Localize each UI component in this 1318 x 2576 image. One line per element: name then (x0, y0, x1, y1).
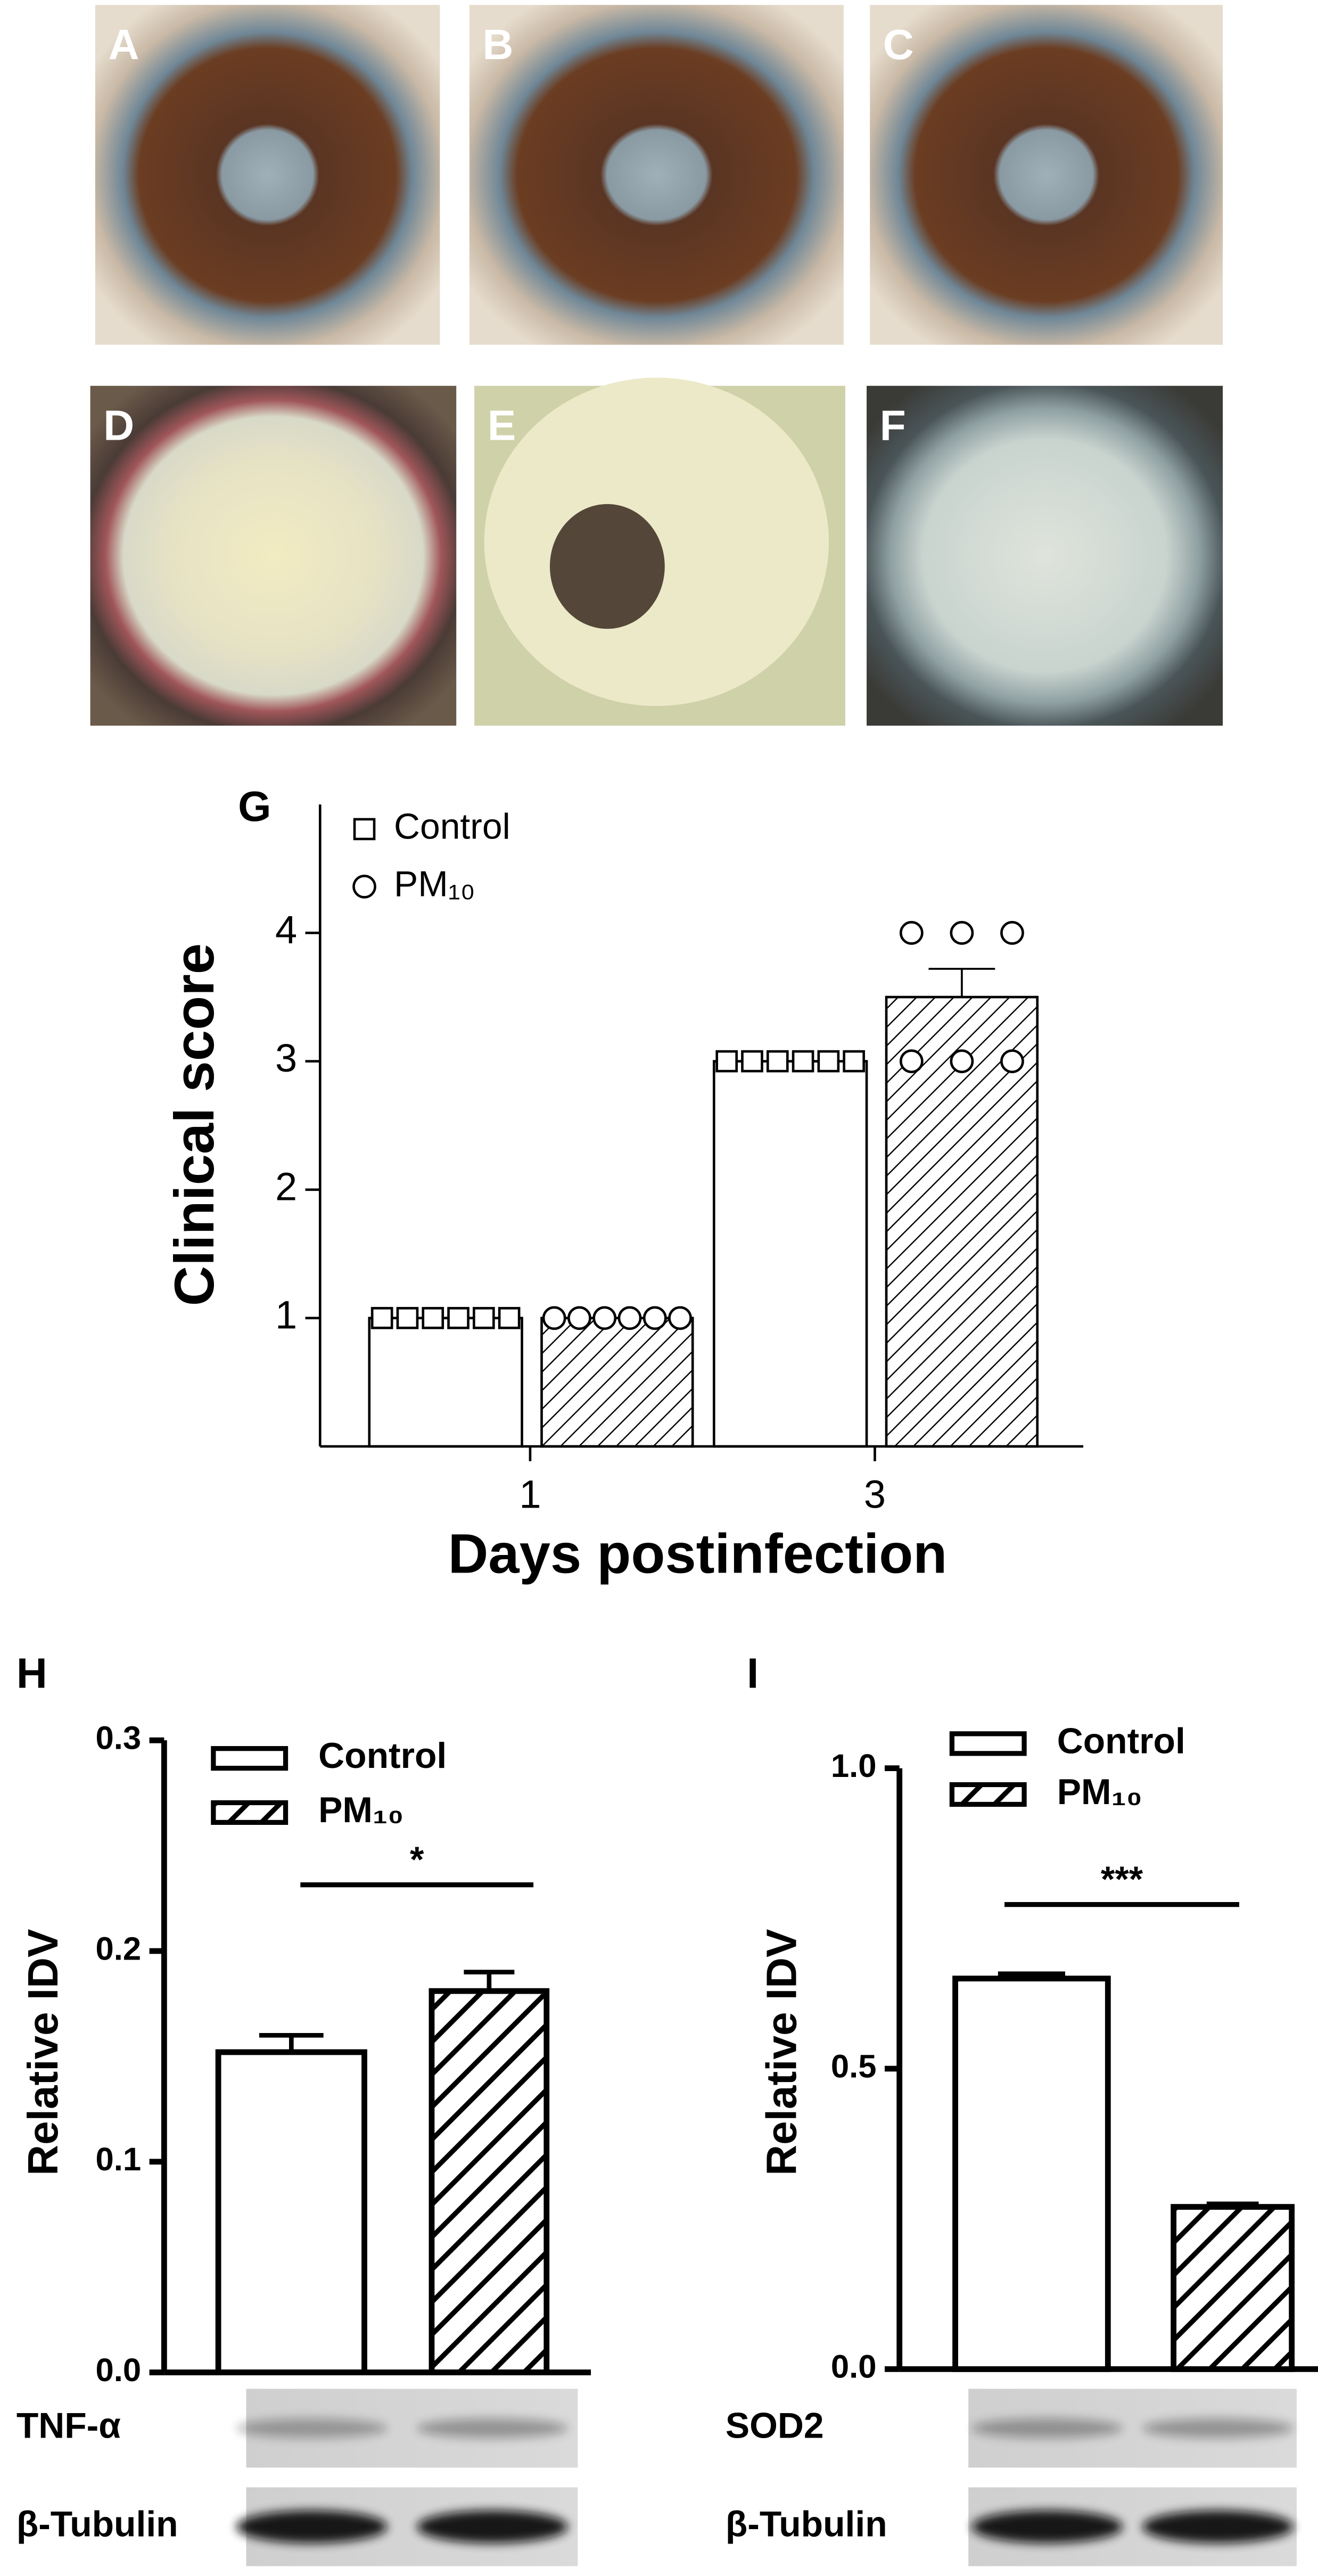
blot-band (236, 2418, 388, 2438)
eye-photo (867, 385, 1223, 726)
y-tick-label: 0.3 (95, 1719, 141, 1756)
bar (368, 1316, 523, 1448)
panel-title: H (17, 1649, 47, 1697)
blot-band (417, 2510, 568, 2544)
data-point (899, 921, 924, 945)
bar (712, 1060, 868, 1448)
data-point (396, 1307, 419, 1329)
eye-photo-detail (549, 504, 665, 629)
data-point (741, 1050, 763, 1073)
legend-label: PM₁₀ (318, 1790, 403, 1830)
data-point (899, 1049, 924, 1073)
data-point (642, 1306, 667, 1330)
panel-title: G (238, 782, 271, 830)
data-point (843, 1050, 865, 1073)
data-point (447, 1307, 469, 1329)
data-point (668, 1306, 692, 1330)
x-tick-label: 3 (864, 1472, 886, 1516)
bar (215, 2049, 367, 2375)
y-axis-label: Clinical score (163, 943, 226, 1306)
photo-label: D (103, 401, 134, 449)
blot-label: β-Tubulin (726, 2504, 887, 2544)
y-tick-label: 2 (275, 1164, 297, 1208)
eye-photo (95, 5, 440, 345)
photo-panels: A B C D E F (90, 5, 1223, 726)
blot-band (1142, 2510, 1294, 2544)
photo-label: F (880, 401, 906, 449)
legend-swatch (211, 1800, 289, 1825)
legend-label: Control (318, 1736, 447, 1776)
legend-label: Control (394, 806, 510, 846)
bar (540, 1316, 694, 1448)
panel-title: I (747, 1649, 759, 1697)
x-axis-label: Days postinfection (448, 1523, 948, 1585)
bar (1171, 2204, 1295, 2372)
photo-label: C (883, 20, 914, 68)
y-tick-label: 0.1 (95, 2141, 141, 2178)
y-tick-label: 3 (275, 1036, 297, 1080)
data-point (766, 1050, 789, 1073)
blot-band (236, 2510, 388, 2544)
y-tick-label: 0.0 (831, 2349, 877, 2385)
data-point (950, 1049, 974, 1073)
data-point (542, 1306, 566, 1330)
photo-label: A (109, 20, 139, 68)
data-point (473, 1307, 495, 1329)
legend-label: Control (1057, 1721, 1185, 1761)
data-point (422, 1307, 444, 1329)
data-point (792, 1050, 814, 1073)
blot-band (971, 2510, 1123, 2544)
data-point (567, 1306, 591, 1330)
legend-marker (352, 875, 376, 899)
significance-label: *** (1101, 1859, 1143, 1899)
eye-photo (870, 5, 1223, 345)
legend-label: PM₁₀ (394, 864, 475, 904)
blot-label: TNF-α (17, 2406, 121, 2446)
y-tick-label: 1 (275, 1293, 297, 1337)
data-point (1000, 1049, 1024, 1073)
data-point (370, 1307, 393, 1329)
data-point (617, 1306, 642, 1330)
significance-label: * (410, 1840, 424, 1880)
blot-band (971, 2418, 1123, 2438)
eye-photo (90, 385, 457, 726)
eye-photo (469, 5, 844, 345)
photo-label: B (483, 20, 514, 68)
data-point (1000, 921, 1024, 945)
y-tick-label: 0.5 (831, 2048, 877, 2085)
x-tick-label: 1 (519, 1472, 541, 1516)
data-point (715, 1050, 738, 1073)
y-axis-label: Relative IDV (757, 1929, 805, 2175)
legend-swatch (949, 1731, 1027, 1756)
legend-swatch (211, 1746, 289, 1771)
y-tick-label: 1.0 (831, 1748, 877, 1784)
bar (429, 1988, 550, 2375)
legend-label: PM₁₀ (1057, 1772, 1142, 1812)
y-tick-label: 4 (275, 908, 297, 952)
data-point (592, 1306, 617, 1330)
legend-marker (353, 818, 376, 841)
bar (952, 1976, 1111, 2372)
blot-band (417, 2418, 568, 2438)
data-point (498, 1307, 521, 1329)
blot-label: SOD2 (726, 2406, 824, 2446)
legend-swatch (949, 1782, 1027, 1807)
y-tick-label: 0.2 (95, 1930, 141, 1967)
data-point (817, 1050, 840, 1073)
y-tick-label: 0.0 (95, 2352, 141, 2389)
y-axis-label: Relative IDV (19, 1929, 67, 2175)
data-point (950, 921, 974, 945)
photo-label: E (488, 401, 516, 449)
blot-label: β-Tubulin (17, 2504, 178, 2544)
blot-band (1142, 2418, 1294, 2438)
